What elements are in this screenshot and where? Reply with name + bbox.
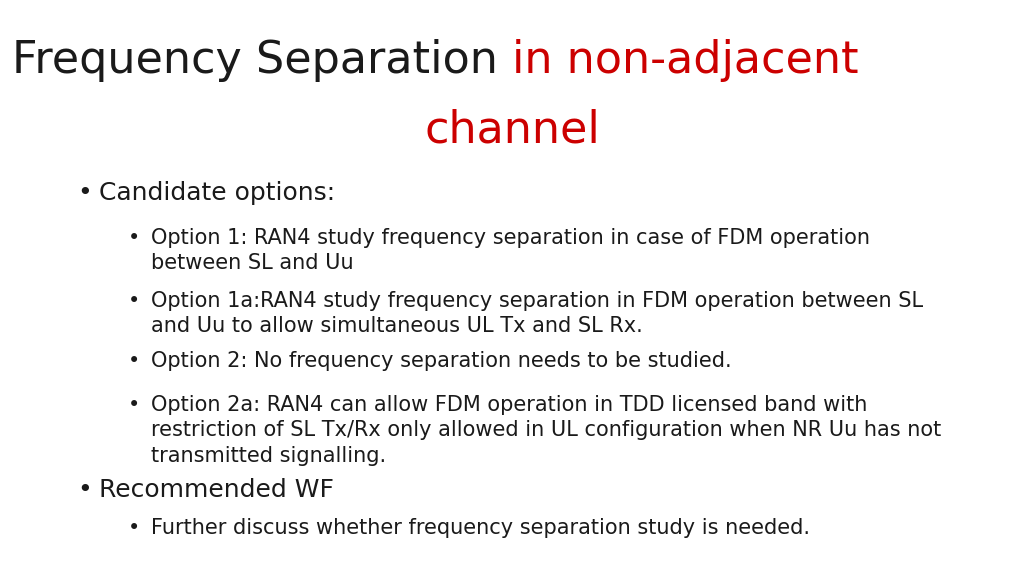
Text: Further discuss whether frequency separation study is needed.: Further discuss whether frequency separa… [151, 518, 810, 539]
Text: Recommended WF: Recommended WF [99, 478, 334, 502]
Text: Frequency Separation: Frequency Separation [12, 39, 512, 82]
Text: •: • [128, 351, 140, 372]
Text: •: • [128, 395, 140, 415]
Text: Option 2: No frequency separation needs to be studied.: Option 2: No frequency separation needs … [151, 351, 731, 372]
Text: Option 2a: RAN4 can allow FDM operation in TDD licensed band with
restriction of: Option 2a: RAN4 can allow FDM operation … [151, 395, 941, 466]
Text: Option 1a:RAN4 study frequency separation in FDM operation between SL
and Uu to : Option 1a:RAN4 study frequency separatio… [151, 291, 923, 336]
Text: •: • [128, 228, 140, 248]
Text: Option 1: RAN4 study frequency separation in case of FDM operation
between SL an: Option 1: RAN4 study frequency separatio… [151, 228, 869, 273]
Text: in non-adjacent: in non-adjacent [512, 39, 859, 82]
Text: •: • [77, 478, 91, 502]
Text: •: • [128, 518, 140, 539]
Text: Candidate options:: Candidate options: [99, 181, 336, 206]
Text: •: • [77, 181, 91, 206]
Text: •: • [128, 291, 140, 311]
Text: channel: channel [424, 108, 600, 151]
